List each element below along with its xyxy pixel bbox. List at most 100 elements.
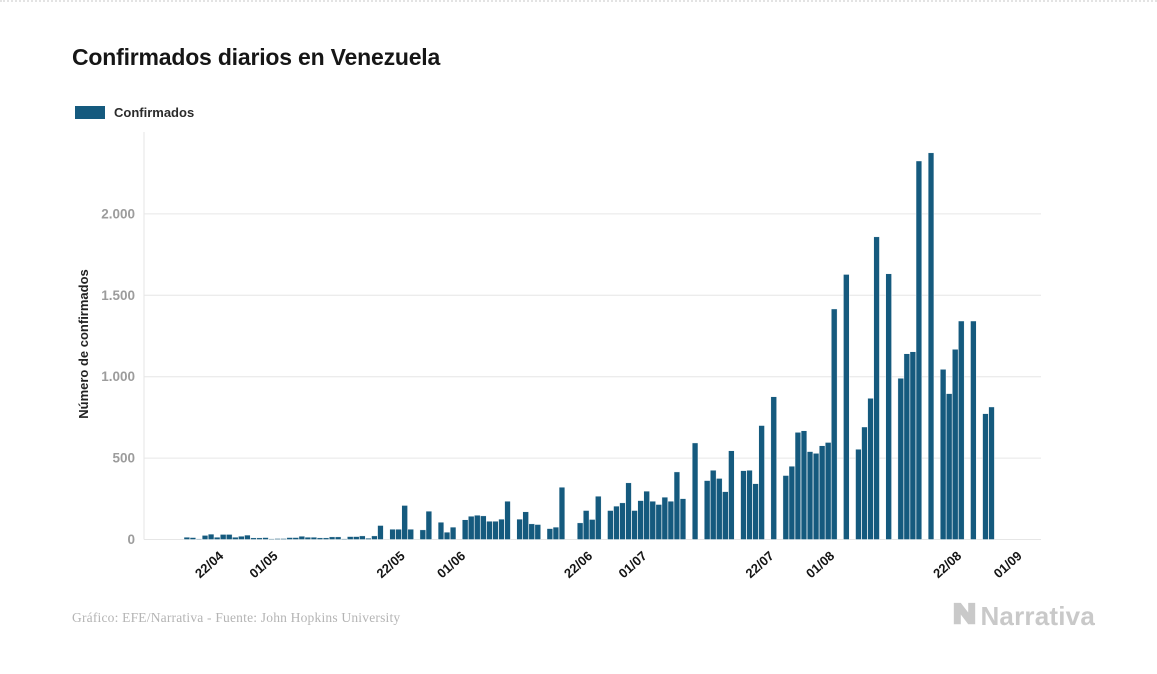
bar[interactable] bbox=[758, 425, 765, 540]
bar[interactable] bbox=[655, 504, 662, 540]
bar[interactable] bbox=[625, 482, 632, 540]
bar[interactable] bbox=[903, 353, 910, 540]
bar[interactable] bbox=[722, 491, 729, 540]
bar[interactable] bbox=[716, 478, 723, 540]
bar[interactable] bbox=[667, 501, 674, 540]
bar[interactable] bbox=[746, 470, 753, 540]
bar[interactable] bbox=[377, 525, 384, 540]
bar[interactable] bbox=[522, 511, 529, 540]
bar[interactable] bbox=[794, 432, 801, 540]
bar[interactable] bbox=[661, 496, 668, 540]
bar[interactable] bbox=[927, 152, 935, 540]
bar[interactable] bbox=[189, 537, 197, 540]
bar[interactable] bbox=[365, 538, 372, 540]
bar[interactable] bbox=[244, 534, 251, 540]
bar[interactable] bbox=[498, 518, 505, 540]
bar[interactable] bbox=[704, 480, 711, 540]
bar[interactable] bbox=[201, 535, 209, 540]
bar[interactable] bbox=[589, 519, 596, 540]
bar[interactable] bbox=[341, 538, 348, 540]
bar[interactable] bbox=[546, 528, 553, 540]
bar[interactable] bbox=[982, 413, 989, 540]
bar[interactable] bbox=[813, 453, 820, 540]
bar[interactable] bbox=[183, 537, 190, 540]
bar[interactable] bbox=[770, 396, 777, 540]
bar[interactable] bbox=[643, 490, 650, 540]
bar[interactable] bbox=[940, 369, 947, 540]
bar[interactable] bbox=[909, 351, 916, 540]
bar[interactable] bbox=[740, 470, 747, 540]
bar[interactable] bbox=[268, 538, 275, 540]
bar[interactable] bbox=[831, 308, 838, 540]
bar[interactable] bbox=[371, 535, 378, 540]
bar[interactable] bbox=[286, 537, 293, 540]
bar[interactable] bbox=[946, 393, 953, 540]
bar[interactable] bbox=[819, 445, 826, 540]
bar[interactable] bbox=[595, 496, 602, 540]
bar[interactable] bbox=[558, 487, 566, 540]
bar[interactable] bbox=[873, 236, 880, 540]
bar[interactable] bbox=[897, 378, 904, 540]
bar[interactable] bbox=[335, 536, 342, 540]
bar[interactable] bbox=[915, 160, 922, 540]
bar[interactable] bbox=[450, 526, 457, 540]
bar[interactable] bbox=[800, 430, 808, 540]
bar[interactable] bbox=[256, 537, 263, 540]
bar[interactable] bbox=[952, 349, 959, 540]
bar[interactable] bbox=[528, 523, 535, 540]
bar[interactable] bbox=[516, 518, 523, 540]
bar[interactable] bbox=[806, 451, 814, 540]
bar[interactable] bbox=[970, 320, 977, 540]
bar[interactable] bbox=[207, 533, 215, 540]
bar[interactable] bbox=[619, 502, 626, 540]
bar[interactable] bbox=[885, 273, 892, 540]
bar[interactable] bbox=[534, 524, 541, 540]
bar[interactable] bbox=[359, 535, 366, 540]
bar[interactable] bbox=[710, 470, 717, 540]
bar[interactable] bbox=[988, 406, 995, 540]
bar[interactable] bbox=[437, 522, 445, 540]
bar[interactable] bbox=[649, 501, 656, 540]
bar[interactable] bbox=[214, 537, 221, 540]
bar[interactable] bbox=[468, 516, 475, 540]
bar[interactable] bbox=[462, 519, 469, 540]
bar[interactable] bbox=[861, 426, 868, 540]
bar[interactable] bbox=[692, 442, 699, 540]
bar[interactable] bbox=[480, 515, 487, 540]
bar[interactable] bbox=[195, 538, 203, 540]
bar[interactable] bbox=[274, 538, 281, 540]
bar[interactable] bbox=[220, 534, 227, 540]
bar[interactable] bbox=[292, 537, 299, 540]
bar[interactable] bbox=[752, 483, 759, 540]
bar[interactable] bbox=[474, 515, 481, 540]
bar[interactable] bbox=[407, 529, 414, 540]
bar[interactable] bbox=[825, 442, 832, 540]
bar[interactable] bbox=[577, 522, 584, 540]
bar[interactable] bbox=[329, 536, 336, 540]
legend[interactable]: Confirmados bbox=[75, 105, 194, 120]
bar[interactable] bbox=[637, 500, 644, 540]
bar[interactable] bbox=[232, 537, 239, 540]
bar[interactable] bbox=[310, 537, 317, 540]
bar[interactable] bbox=[855, 449, 862, 540]
bar[interactable] bbox=[958, 320, 965, 540]
bar[interactable] bbox=[728, 450, 735, 540]
bar[interactable] bbox=[401, 505, 408, 540]
bar[interactable] bbox=[788, 466, 795, 540]
bar[interactable] bbox=[316, 537, 324, 540]
bar[interactable] bbox=[262, 537, 269, 540]
bar[interactable] bbox=[679, 498, 687, 540]
bar[interactable] bbox=[843, 274, 850, 540]
bar[interactable] bbox=[631, 510, 638, 540]
bar[interactable] bbox=[782, 475, 789, 540]
bar[interactable] bbox=[607, 510, 614, 540]
bar[interactable] bbox=[425, 510, 432, 540]
bar[interactable] bbox=[389, 529, 396, 540]
bar[interactable] bbox=[280, 538, 287, 540]
bar[interactable] bbox=[486, 521, 493, 540]
bar[interactable] bbox=[552, 526, 559, 540]
bar[interactable] bbox=[238, 536, 245, 540]
bar[interactable] bbox=[347, 536, 354, 540]
bar[interactable] bbox=[395, 529, 402, 540]
bar[interactable] bbox=[673, 471, 680, 540]
